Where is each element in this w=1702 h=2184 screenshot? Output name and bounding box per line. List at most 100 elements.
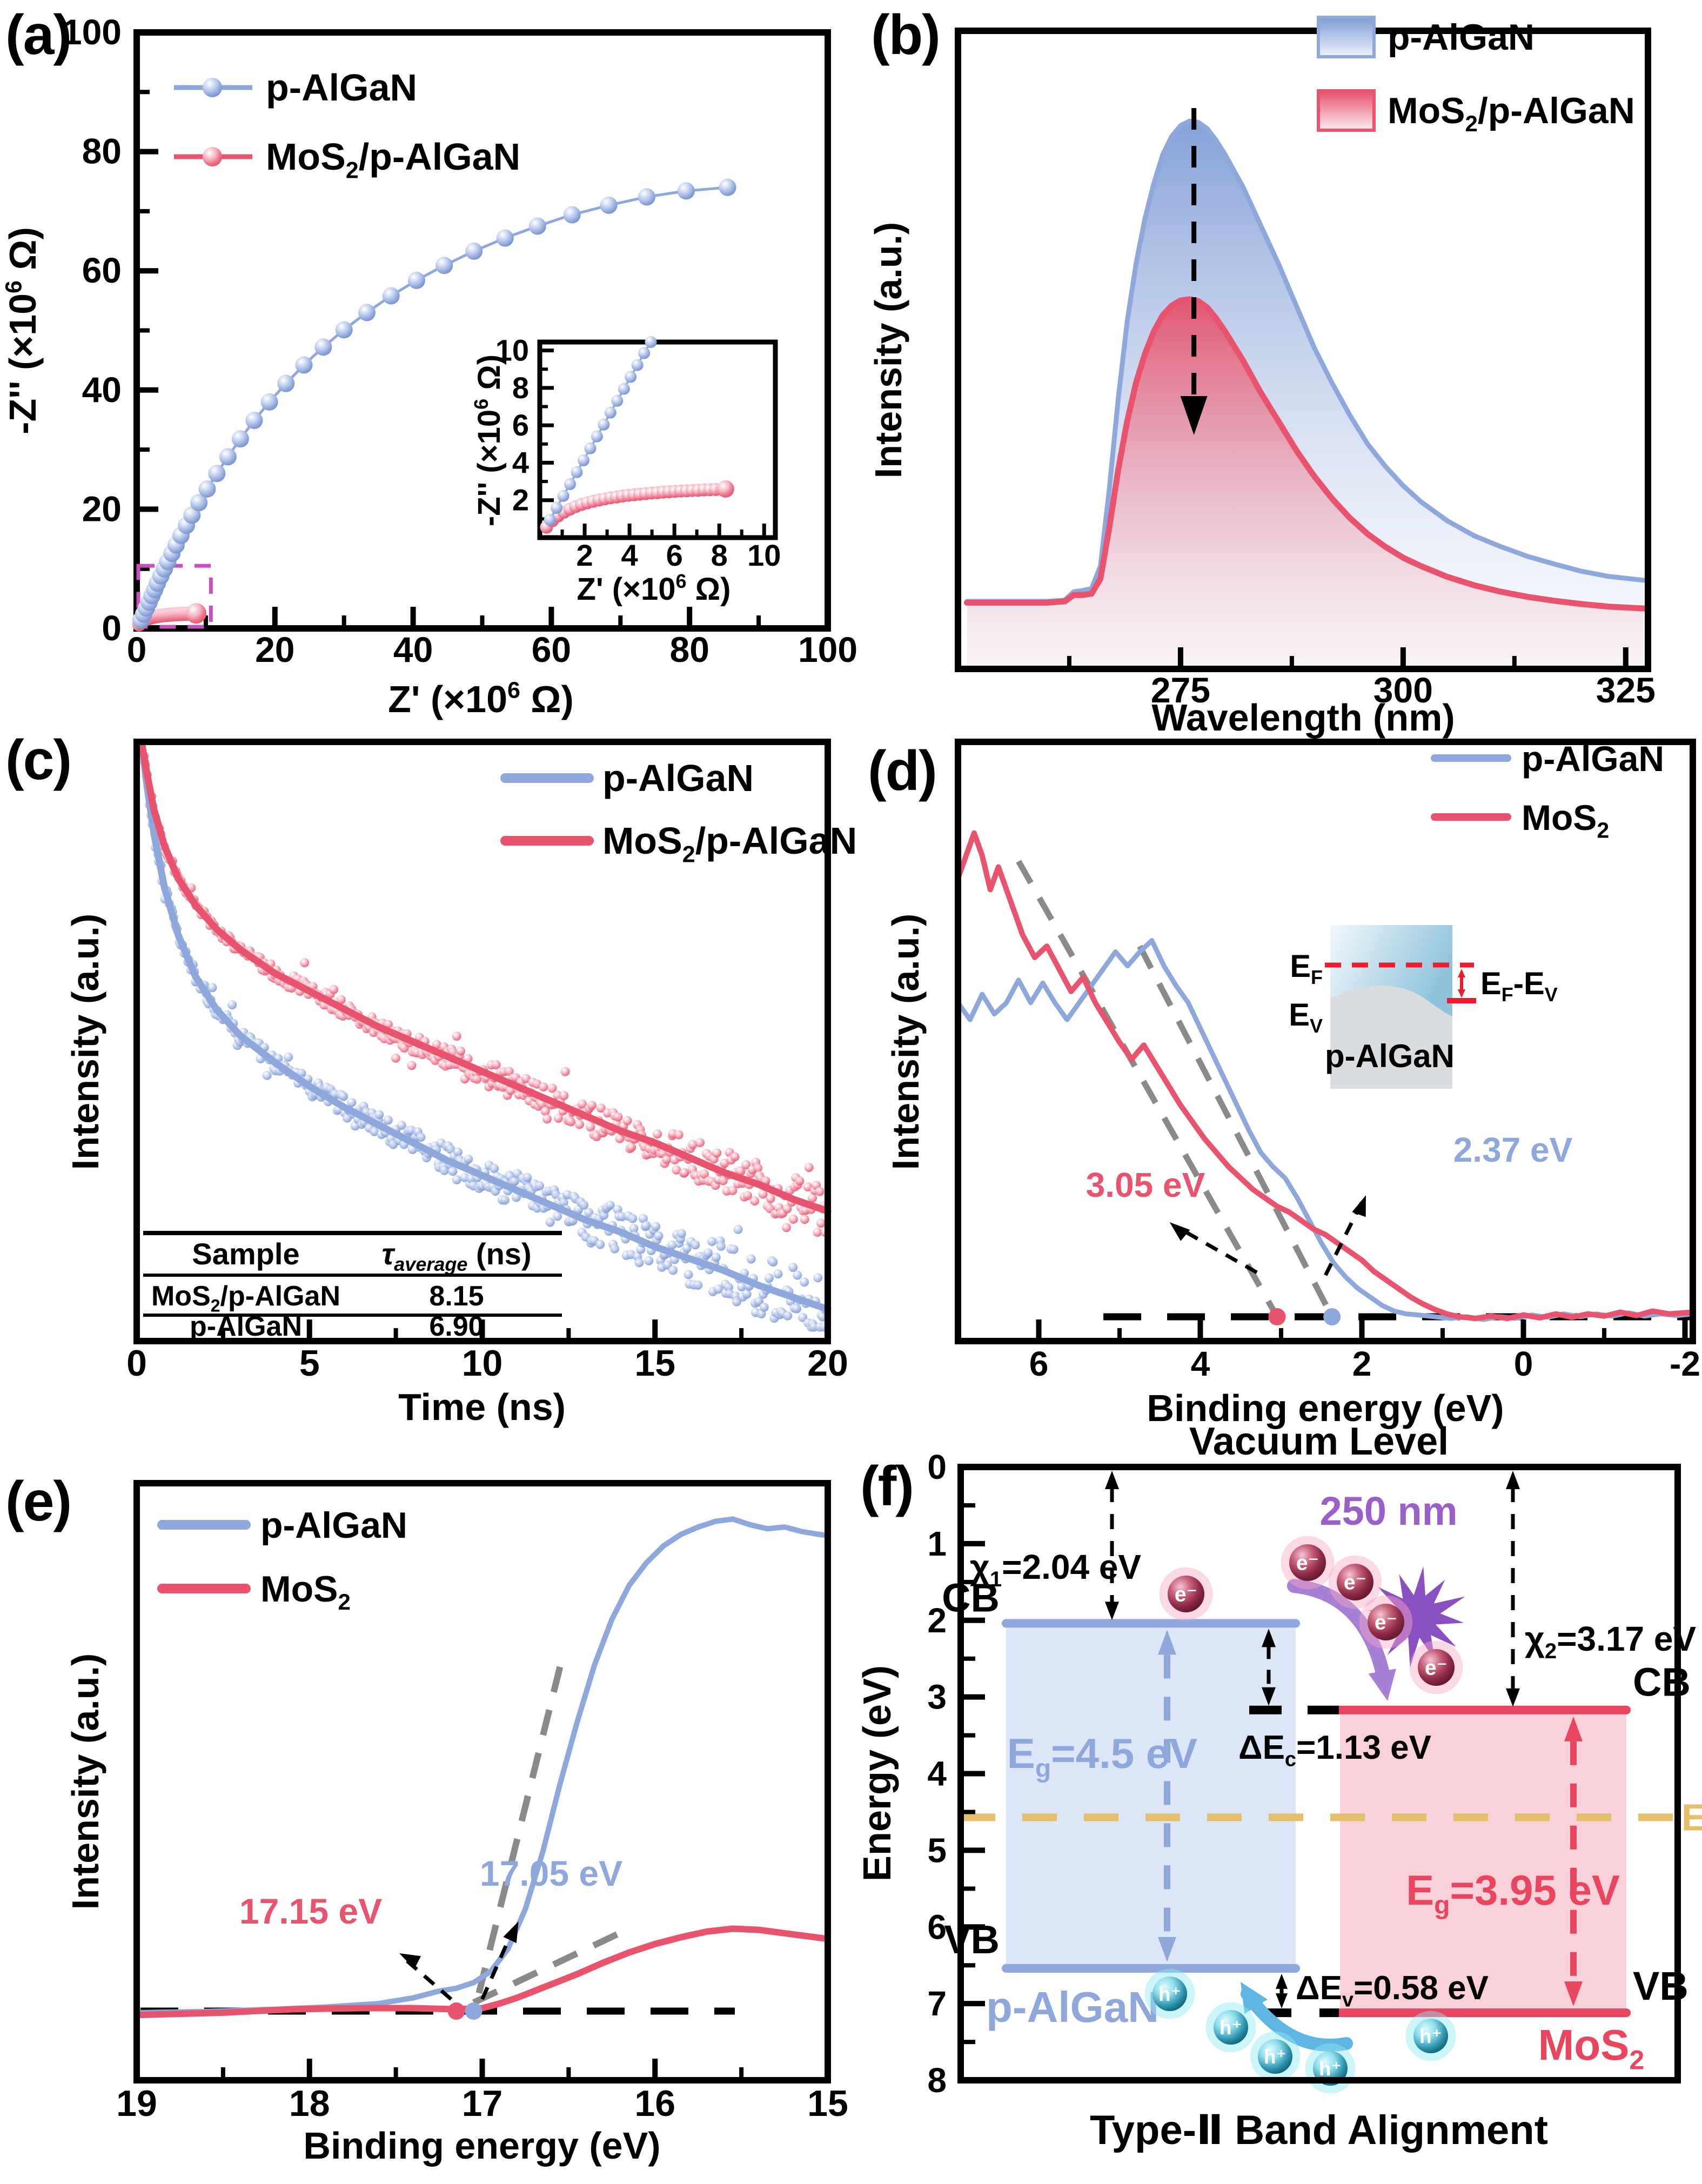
x-tick: -2	[1670, 1344, 1700, 1383]
x-tick: 40	[393, 629, 433, 669]
x-axis-title: Binding energy (eV)	[303, 2125, 660, 2167]
y-tick: 80	[82, 131, 122, 171]
inset-material-label: p-AlGaN	[1325, 1038, 1455, 1074]
legend: p-AlGaN MoS2	[1431, 739, 1664, 843]
x-tick: 15	[634, 1343, 675, 1384]
inset-x-tick: 4	[621, 538, 638, 572]
y-axis-title: -Z'' (×106 Ω)	[1, 227, 44, 434]
x-tick: 60	[532, 629, 571, 669]
y-axis-title: Intensity (a.u.)	[64, 1653, 106, 1910]
panel-a-letter: (a)	[5, 4, 72, 66]
y-tick: 2	[927, 1601, 947, 1640]
y-tick: 5	[927, 1831, 947, 1870]
y-axis-title: Intensity (a.u.)	[64, 914, 106, 1170]
excitation-label: 250 nm	[1319, 1489, 1457, 1533]
panel-c: Sample τaverage (ns) MoS2/p-AlGaN 8.15 p-AlG…	[64, 739, 857, 1428]
panel-f: EF χ1=2.04 eV χ2=3.17 eV Eg=4.5 eV Eg=3.95 e…	[856, 1420, 1702, 2153]
label: e⁻	[1296, 1552, 1319, 1575]
x-tick: 5	[299, 1343, 320, 1384]
y-tick: 40	[82, 370, 122, 410]
x-axis-title: Z' (×106 Ω)	[388, 677, 574, 720]
inset-y-title: -Z'' (×106 Ω)	[470, 354, 507, 526]
x-tick: 17	[462, 2083, 503, 2124]
panel-b-letter: (b)	[871, 4, 941, 66]
panel-c-letter: (c)	[5, 729, 72, 792]
x-axis-title: Time (ns)	[398, 1386, 566, 1428]
y-tick: 8	[927, 2061, 947, 2100]
cutoff-red-label: 17.15 eV	[239, 1891, 382, 1931]
legend-mos2-p-algan: MoS2/p-AlGaN	[266, 136, 520, 183]
y-tick: 7	[927, 1984, 947, 2023]
panel-e-letter: (e)	[5, 1470, 72, 1533]
y-axis-title: Energy (eV)	[856, 1665, 899, 1881]
x-tick: 16	[634, 2083, 675, 2124]
annotations: 17.15 eV 17.05 eV	[239, 1853, 622, 2001]
x-tick: 19	[116, 2083, 157, 2124]
table-row1-sample: MoS2/p-AlGaN	[151, 1281, 340, 1315]
label: h⁺	[1158, 1983, 1181, 2005]
table-row2-sample: p-AlGaN	[190, 1311, 302, 1342]
mos2-label: MoS2	[1538, 2021, 1645, 2075]
panel-f-letter: (f)	[860, 1455, 914, 1518]
panel-a: 0 20 40 60 80 100 0 20 40 60 80 100 Z' (×106 Ω) -Z'' …	[1, 12, 857, 720]
inset-y-tick: 4	[512, 445, 529, 479]
inset-ef-label: EF	[1290, 949, 1323, 988]
legend-mos2-p-algan: MoS2/p-AlGaN	[1388, 90, 1635, 136]
chi2-label: χ2=3.17 eV	[1525, 1619, 1696, 1663]
x-tick: 0	[1514, 1344, 1533, 1383]
y-tick: 0	[102, 608, 122, 648]
decrease-arrow	[1180, 108, 1208, 435]
inset-x-tick: 2	[576, 538, 593, 572]
x-tick: 0	[127, 629, 147, 669]
x-tick: 275	[1151, 670, 1210, 710]
p-algan-label: p-AlGaN	[986, 1983, 1159, 2031]
y-axis-title: Intensity (a.u.)	[884, 914, 927, 1170]
hole-transfer-arrow	[1241, 1982, 1353, 2052]
legend-p-algan: p-AlGaN	[260, 1505, 407, 1546]
legend: p-AlGaN MoS2/p-AlGaN	[174, 66, 520, 183]
vbm-blue-label: 2.37 eV	[1453, 1130, 1573, 1169]
y-tick: 6	[927, 1907, 947, 1946]
lifetime-table: Sample τaverage (ns) MoS2/p-AlGaN 8.15 p-AlG…	[143, 1231, 562, 1342]
band-alignment-title: Type-Ⅱ Band Alignment	[1090, 2107, 1548, 2153]
x-tick: 15	[807, 2083, 848, 2124]
band-bending-inset: EF EV EF-EV p-AlGaN	[1289, 925, 1558, 1089]
legend-mos2: MoS2	[1522, 798, 1609, 843]
panel-a-axes: 0 20 40 60 80 100 0 20 40 60 80 100	[62, 12, 857, 669]
table-row2-value: 6.90	[429, 1311, 484, 1342]
panel-d-letter: (d)	[868, 740, 937, 802]
mos2-band-box	[1340, 1710, 1626, 2013]
y-tick: 0	[927, 1448, 947, 1486]
panel-f-axes: 0 1 2 3 4 5 6 7 8	[927, 1448, 1681, 2100]
x-tick: 100	[798, 629, 857, 669]
y-axis-title: Intensity (a.u.)	[867, 222, 909, 478]
vbm-red-label: 3.05 eV	[1086, 1165, 1205, 1204]
panel-b: 275 300 325 Wavelength (nm) Intensity (a.u.)…	[867, 16, 1656, 739]
starburst-icon	[1368, 1566, 1465, 1668]
vb1-label: VB	[944, 1917, 1000, 1962]
y-tick: 3	[927, 1678, 947, 1717]
panel-c-axes: 0 5 10 15 20	[126, 739, 848, 1384]
label: h⁺	[1264, 2046, 1286, 2068]
label: e⁻	[1425, 1657, 1448, 1680]
x-tick: 0	[126, 1343, 147, 1384]
legend: p-AlGaN MoS2/p-AlGaN	[500, 757, 857, 867]
panel-b-axes: 275 300 325	[955, 28, 1656, 710]
annotations: 3.05 eV 2.37 eV	[1086, 1130, 1573, 1276]
panel-e-axes: 19 18 17 16 15	[116, 1480, 848, 2124]
inset-x-tick: 8	[711, 538, 728, 572]
x-tick: 325	[1596, 670, 1656, 710]
table-header-tau: τaverage (ns)	[381, 1237, 531, 1275]
table-header-sample: Sample	[192, 1237, 299, 1271]
y-tick: 100	[62, 12, 122, 52]
dec-label: ΔEc=1.13 eV	[1238, 1729, 1431, 1771]
dev-label: ΔEv=0.58 eV	[1296, 1969, 1489, 2012]
y-tick: 60	[82, 250, 122, 290]
legend-p-algan: p-AlGaN	[1388, 17, 1535, 58]
x-axis-title: Binding energy (eV)	[1147, 1387, 1504, 1429]
eg2-label: Eg=3.95 eV	[1406, 1866, 1620, 1920]
vacuum-level-title: Vacuum Level	[1189, 1420, 1449, 1463]
